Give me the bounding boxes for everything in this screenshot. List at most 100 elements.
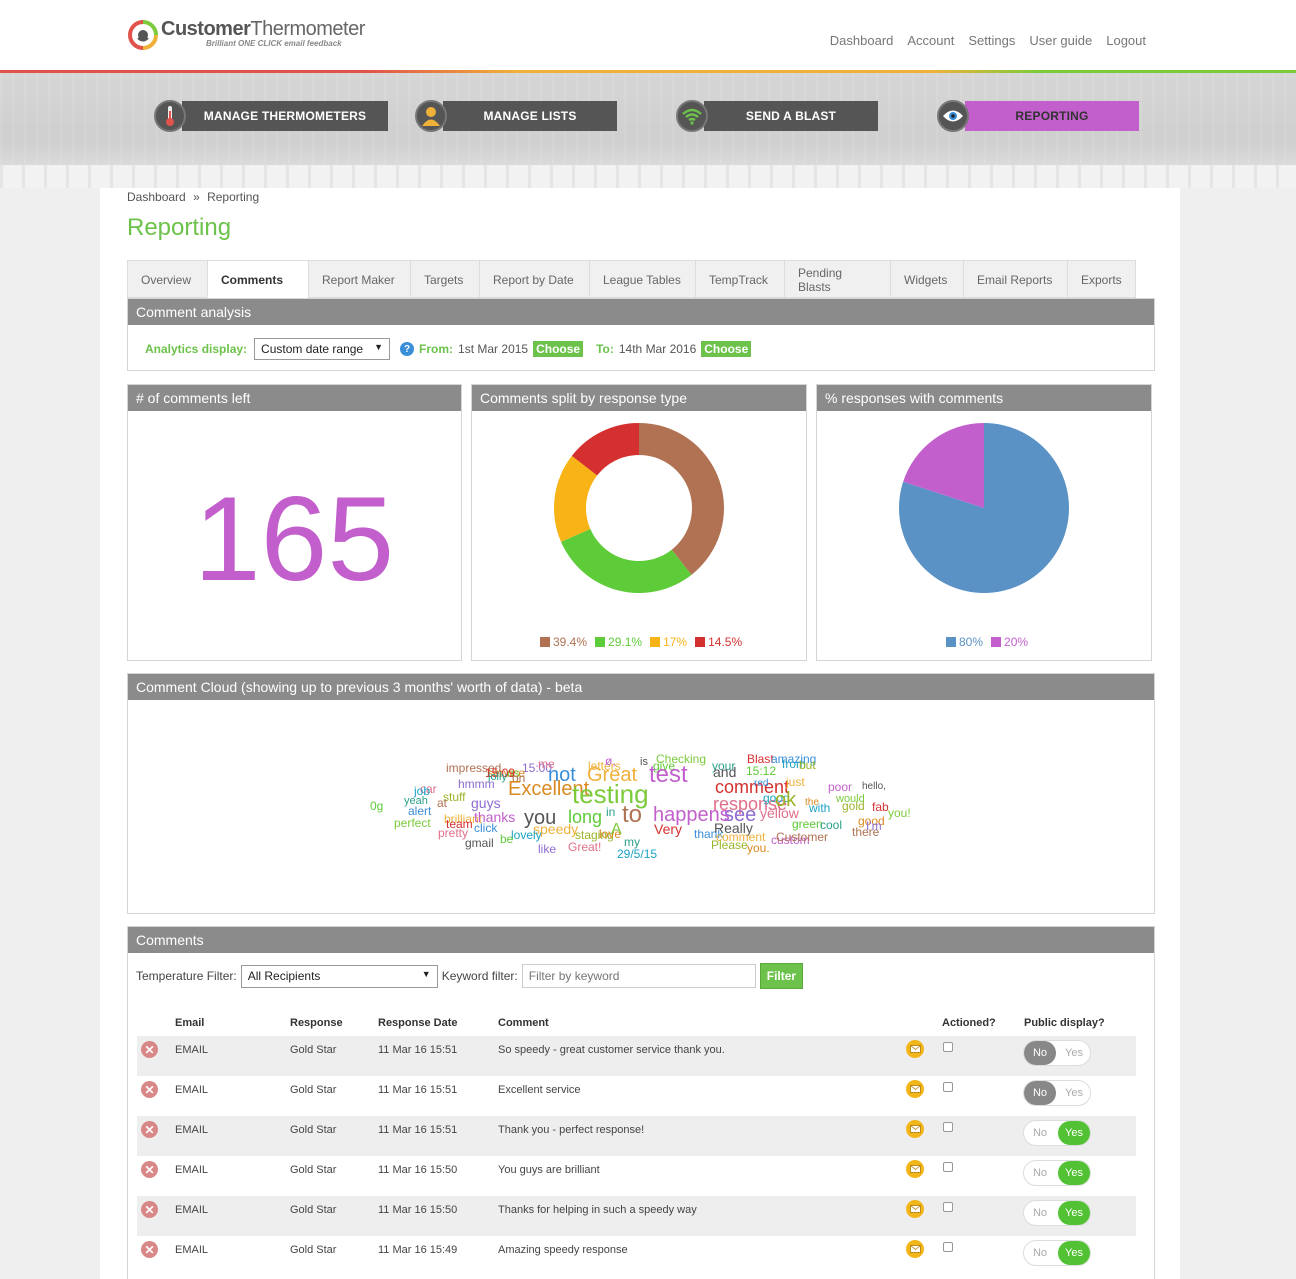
toggle-no[interactable]: No — [1032, 1167, 1048, 1179]
help-icon[interactable]: ? — [400, 342, 415, 356]
cloud-word: love — [599, 827, 622, 841]
nav-band-foot — [0, 165, 1296, 188]
legend-swatch — [540, 637, 550, 647]
cloud-word: ø, — [605, 754, 616, 768]
public-display-toggle[interactable]: No Yes — [1023, 1080, 1091, 1106]
toggle-yes[interactable]: Yes — [1058, 1161, 1090, 1185]
to-label: To: — [596, 342, 614, 356]
toggle-no[interactable]: No — [1032, 1247, 1048, 1259]
public-display-toggle[interactable]: No Yes — [1023, 1040, 1091, 1066]
delete-icon[interactable]: ✕ — [141, 1161, 158, 1178]
to-choose-button[interactable]: Choose — [701, 341, 752, 357]
tab-overview[interactable]: Overview — [127, 260, 207, 298]
public-display-toggle[interactable]: No Yes — [1023, 1200, 1091, 1226]
tab-pending-blasts[interactable]: Pending Blasts — [784, 260, 890, 298]
breadcrumb-dashboard-link[interactable]: Dashboard — [127, 190, 186, 204]
cloud-word: and — [713, 764, 737, 780]
reply-email-icon[interactable] — [906, 1160, 924, 1178]
public-display-toggle[interactable]: No Yes — [1023, 1160, 1091, 1186]
legend-label: 20% — [1004, 635, 1029, 649]
topnav-dashboard[interactable]: Dashboard — [829, 33, 894, 48]
reply-email-icon[interactable] — [906, 1200, 924, 1218]
row-response: Gold Star — [290, 1044, 337, 1056]
nav-reporting[interactable]: REPORTING — [937, 100, 1139, 132]
tab-comments[interactable]: Comments — [207, 260, 308, 298]
page-title: Reporting — [127, 214, 232, 241]
reply-email-icon[interactable] — [906, 1040, 924, 1058]
toggle-no[interactable]: No — [1024, 1081, 1056, 1105]
delete-icon[interactable]: ✕ — [141, 1041, 158, 1058]
dropdown-arrow-icon: ▼ — [421, 968, 431, 979]
cloud-word: yellow — [760, 805, 799, 821]
nav-manage-thermometers[interactable]: MANAGE THERMOMETERS — [154, 100, 388, 132]
reply-email-icon[interactable] — [906, 1120, 924, 1138]
tab-league-tables[interactable]: League Tables — [589, 260, 695, 298]
reply-email-icon[interactable] — [906, 1240, 924, 1258]
actioned-checkbox[interactable] — [943, 1042, 953, 1052]
comment-count-panel: # of comments left — [127, 384, 462, 661]
keyword-filter-input[interactable] — [521, 964, 756, 988]
actioned-checkbox[interactable] — [943, 1202, 953, 1212]
analytics-filter-row: Analytics display: Custom date range ▼ ?… — [145, 338, 752, 360]
cloud-word: happens — [653, 804, 730, 826]
comments-filter-row: Temperature Filter: All Recipients ▼ Key… — [136, 963, 804, 989]
public-display-toggle[interactable]: No Yes — [1023, 1240, 1091, 1266]
actioned-checkbox[interactable] — [943, 1242, 953, 1252]
tab-targets[interactable]: Targets — [410, 260, 479, 298]
reply-email-icon[interactable] — [906, 1080, 924, 1098]
public-display-toggle[interactable]: No Yes — [1023, 1120, 1091, 1146]
cloud-word: custom — [771, 833, 810, 847]
legend-item: 29.1% — [595, 635, 642, 649]
brand-logo[interactable]: CustomerThermometer Brilliant ONE CLICK … — [128, 18, 365, 52]
actioned-checkbox[interactable] — [943, 1162, 953, 1172]
topnav-account[interactable]: Account — [907, 33, 955, 48]
top-navigation: Dashboard Account Settings User guide Lo… — [830, 33, 1146, 48]
cloud-word: me — [538, 757, 555, 771]
tab-temptrack[interactable]: TempTrack — [695, 260, 784, 298]
tab-email-reports[interactable]: Email Reports — [963, 260, 1067, 298]
toggle-yes[interactable]: Yes — [1065, 1087, 1083, 1099]
cloud-word: thanks — [474, 809, 516, 825]
toggle-yes[interactable]: Yes — [1058, 1121, 1090, 1145]
toggle-yes[interactable]: Yes — [1058, 1241, 1090, 1265]
row-response: Gold Star — [290, 1084, 337, 1096]
nav-manage-lists[interactable]: MANAGE LISTS — [415, 100, 617, 132]
cloud-word: guys — [471, 795, 501, 811]
tab-report-by-date[interactable]: Report by Date — [479, 260, 589, 298]
toggle-yes[interactable]: Yes — [1065, 1047, 1083, 1059]
delete-icon[interactable]: ✕ — [141, 1241, 158, 1258]
topnav-user-guide[interactable]: User guide — [1029, 33, 1093, 48]
cloud-word: perfect — [394, 816, 431, 830]
tab-exports[interactable]: Exports — [1067, 260, 1136, 298]
row-comment: Thanks for helping in such a speedy way — [498, 1204, 697, 1216]
from-label: From: — [419, 342, 454, 356]
toggle-no[interactable]: No — [1024, 1041, 1056, 1065]
delete-icon[interactable]: ✕ — [141, 1201, 158, 1218]
temperature-filter-select[interactable]: All Recipients ▼ — [240, 964, 438, 988]
row-email: EMAIL — [175, 1124, 209, 1136]
toggle-no[interactable]: No — [1032, 1127, 1048, 1139]
delete-icon[interactable]: ✕ — [141, 1121, 158, 1138]
topnav-logout[interactable]: Logout — [1106, 33, 1146, 48]
toggle-yes[interactable]: Yes — [1058, 1201, 1090, 1225]
filter-button[interactable]: Filter — [759, 963, 804, 989]
tab-widgets[interactable]: Widgets — [890, 260, 963, 298]
nav-send-a-blast[interactable]: SEND A BLAST — [676, 100, 878, 132]
analytics-display-select[interactable]: Custom date range ▼ — [254, 338, 391, 360]
cloud-word: stuff — [443, 790, 466, 804]
row-response: Gold Star — [290, 1204, 337, 1216]
actioned-checkbox[interactable] — [943, 1082, 953, 1092]
from-choose-button[interactable]: Choose — [533, 341, 584, 357]
legend-swatch — [650, 637, 661, 647]
cloud-word: hello, — [862, 781, 886, 792]
comment-analysis-title: Comment analysis — [128, 299, 1154, 325]
toggle-no[interactable]: No — [1032, 1207, 1048, 1219]
actioned-checkbox[interactable] — [943, 1122, 953, 1132]
row-response-date: 11 Mar 16 15:51 — [378, 1084, 458, 1096]
cloud-word: amazing — [771, 752, 817, 766]
topnav-settings[interactable]: Settings — [968, 33, 1016, 48]
legend-item: 17% — [650, 635, 687, 649]
tab-report-maker[interactable]: Report Maker — [308, 260, 410, 298]
delete-icon[interactable]: ✕ — [141, 1081, 158, 1098]
cloud-word: staging — [575, 828, 614, 842]
